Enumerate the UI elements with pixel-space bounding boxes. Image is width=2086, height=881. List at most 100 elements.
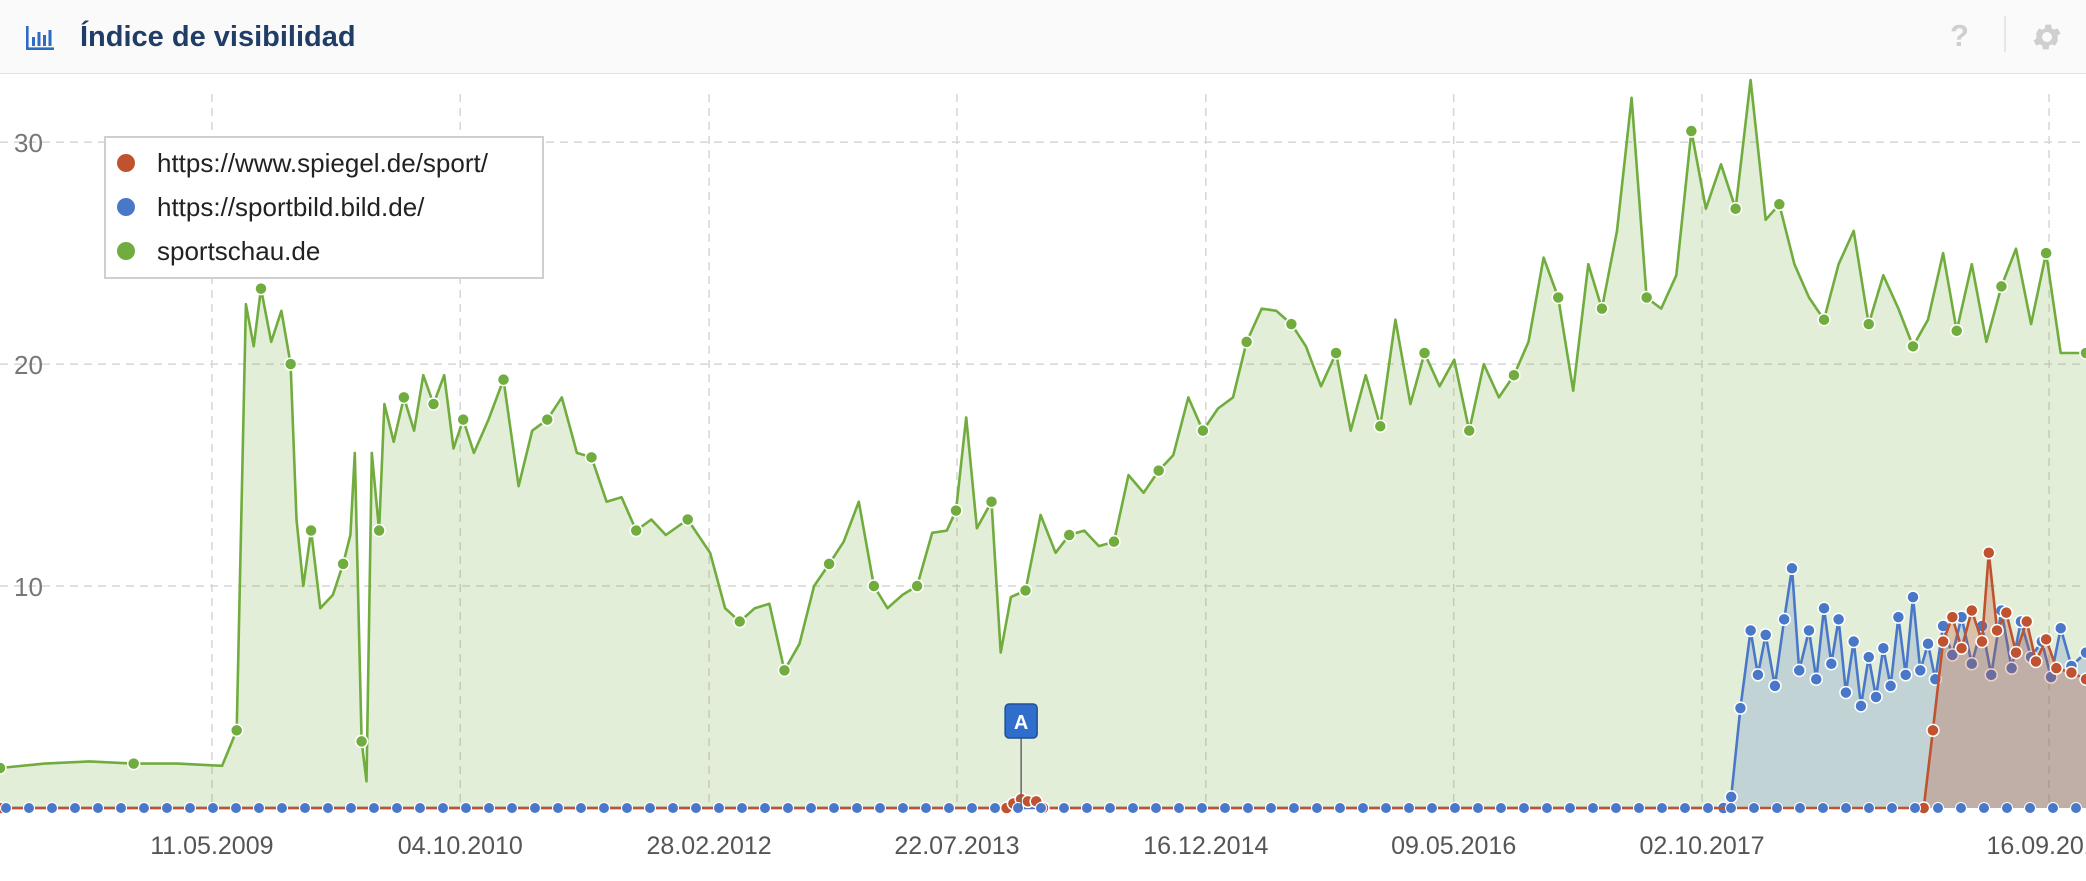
data-point	[1793, 664, 1805, 676]
baseline-point	[1818, 803, 1829, 814]
baseline-point	[70, 803, 81, 814]
baseline-point	[1151, 803, 1162, 814]
help-icon[interactable]: ?	[1950, 18, 1969, 54]
baseline-point	[1335, 803, 1346, 814]
data-point	[373, 525, 385, 537]
data-point	[2080, 347, 2086, 359]
baseline-point	[1542, 803, 1553, 814]
data-point	[1951, 325, 1963, 337]
data-point	[1907, 591, 1919, 603]
data-point	[868, 580, 880, 592]
gear-icon[interactable]	[2030, 20, 2064, 54]
data-point	[1760, 629, 1772, 641]
data-point	[1870, 691, 1882, 703]
legend-label: https://sportbild.bild.de/	[157, 192, 425, 222]
data-point	[1995, 280, 2007, 292]
data-point	[1725, 791, 1737, 803]
baseline-point	[1450, 803, 1461, 814]
data-point	[1976, 636, 1988, 648]
baseline-point	[1795, 803, 1806, 814]
baseline-point	[369, 803, 380, 814]
data-point	[356, 735, 368, 747]
x-tick-label: 16.12.2014	[1143, 832, 1268, 860]
baseline-point	[967, 803, 978, 814]
baseline-point	[24, 803, 35, 814]
baseline-point	[1772, 803, 1783, 814]
data-point	[1892, 611, 1904, 623]
data-point	[1848, 636, 1860, 648]
data-point	[1419, 347, 1431, 359]
baseline-point	[553, 803, 564, 814]
data-point	[2030, 656, 2042, 668]
baseline-point	[415, 803, 426, 814]
data-point	[985, 496, 997, 508]
baseline-point	[1174, 803, 1185, 814]
data-point	[1946, 611, 1958, 623]
baseline-point	[737, 803, 748, 814]
baseline-point	[116, 803, 127, 814]
baseline-point	[1933, 803, 1944, 814]
baseline-point	[2025, 803, 2036, 814]
baseline-point	[1381, 803, 1392, 814]
baseline-point	[1841, 803, 1852, 814]
data-point	[778, 664, 790, 676]
data-point	[1825, 658, 1837, 670]
baseline-point	[1243, 803, 1254, 814]
baseline-point	[530, 803, 541, 814]
data-point	[734, 616, 746, 628]
data-point	[1374, 420, 1386, 432]
data-point	[1810, 673, 1822, 685]
x-tick-label: 28.02.2012	[647, 832, 772, 860]
baseline-point	[507, 803, 518, 814]
data-point	[823, 558, 835, 570]
data-point	[630, 525, 642, 537]
baseline-point	[1979, 803, 1990, 814]
data-point	[128, 758, 140, 770]
baseline-point	[1404, 803, 1415, 814]
baseline-point	[1588, 803, 1599, 814]
baseline-point	[1703, 803, 1714, 814]
chart-header: Índice de visibilidad ?	[0, 0, 2086, 74]
data-point	[950, 505, 962, 517]
data-point	[337, 558, 349, 570]
baseline-point	[829, 803, 840, 814]
data-point	[231, 724, 243, 736]
baseline-point	[277, 803, 288, 814]
baseline-point	[323, 803, 334, 814]
data-point	[2040, 247, 2052, 259]
baseline-point	[254, 803, 265, 814]
baseline-point	[438, 803, 449, 814]
x-tick-label: 09.05.2016	[1391, 832, 1516, 860]
baseline-point	[1289, 803, 1300, 814]
baseline-point	[1565, 803, 1576, 814]
baseline-point	[1082, 803, 1093, 814]
data-point	[1463, 425, 1475, 437]
data-point	[1907, 340, 1919, 352]
baseline-point	[1128, 803, 1139, 814]
data-point	[1285, 318, 1297, 330]
data-point	[428, 398, 440, 410]
chart-legend: https://www.spiegel.de/sport/https://spo…	[105, 137, 543, 278]
legend-marker	[117, 242, 135, 260]
data-point	[1877, 642, 1889, 654]
data-point	[1241, 336, 1253, 348]
data-point	[1773, 198, 1785, 210]
header-divider	[2004, 16, 2006, 52]
baseline-point	[921, 803, 932, 814]
legend-label: sportschau.de	[157, 236, 320, 266]
data-point	[0, 762, 6, 774]
baseline-point	[2071, 803, 2082, 814]
data-point	[1818, 314, 1830, 326]
baseline-point	[1, 803, 12, 814]
baseline-point	[1105, 803, 1116, 814]
data-point	[255, 283, 267, 295]
data-point	[1752, 669, 1764, 681]
data-point	[1730, 203, 1742, 215]
baseline-point	[1657, 803, 1668, 814]
baseline-point	[645, 803, 656, 814]
data-point	[2080, 673, 2086, 685]
baseline-point	[162, 803, 173, 814]
baseline-point	[1726, 803, 1737, 814]
